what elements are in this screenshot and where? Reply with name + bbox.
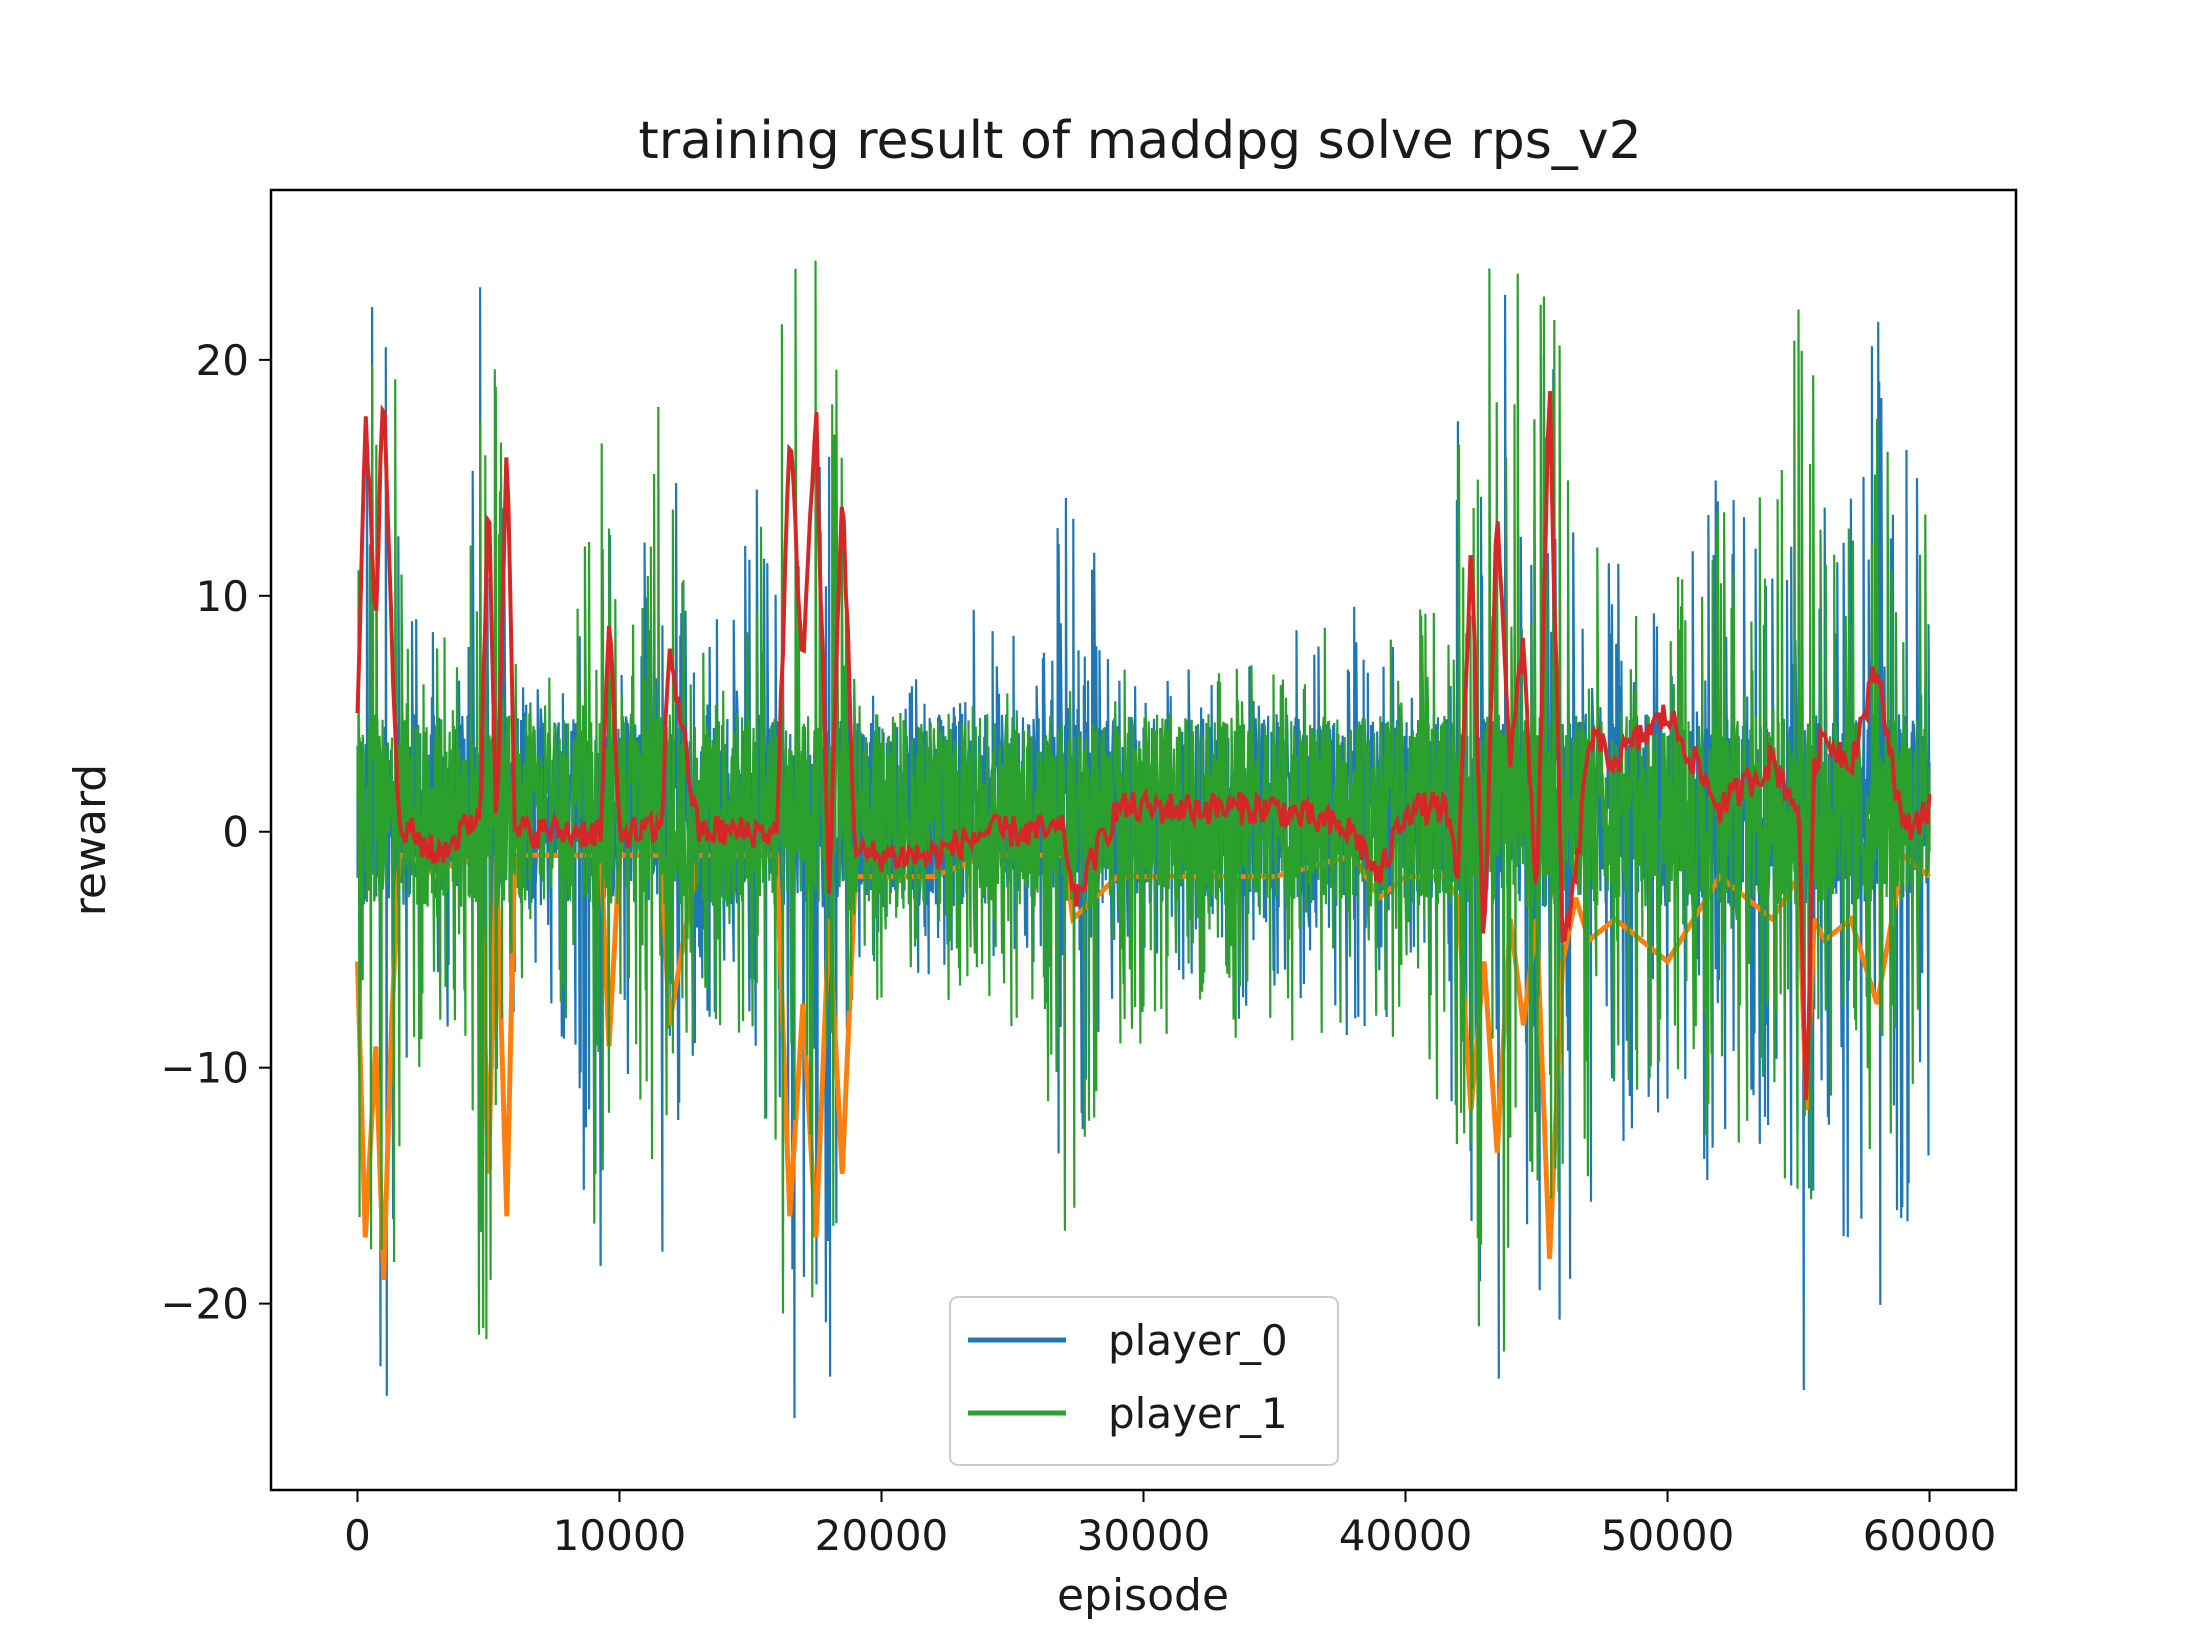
x-axis-label: episode: [1057, 1570, 1229, 1621]
series-layer: [355, 260, 1932, 1419]
series-line-player-1: [356, 260, 1931, 1352]
x-tick-label: 50000: [1601, 1511, 1735, 1560]
x-tick-label: 20000: [815, 1511, 949, 1560]
y-tick-label: 0: [222, 808, 249, 857]
legend-label-player-1: player_1: [1108, 1389, 1288, 1438]
x-axis: 0 10000 20000 30000 40000 50000 60000: [344, 1490, 1996, 1560]
y-tick-label: 20: [196, 336, 249, 385]
y-tick-label: −10: [160, 1044, 249, 1093]
y-axis: −20 −10 0 10 20: [160, 336, 271, 1329]
x-tick-label: 60000: [1863, 1511, 1997, 1560]
x-tick-label: 40000: [1339, 1511, 1473, 1560]
x-tick-label: 10000: [553, 1511, 687, 1560]
chart-title: training result of maddpg solve rps_v2: [638, 111, 1641, 171]
y-tick-label: −20: [160, 1280, 249, 1329]
legend-label-player-0: player_0: [1108, 1316, 1288, 1365]
series-line-smoothed-1: [355, 391, 1932, 1101]
legend: player_0 player_1: [949, 1296, 1339, 1466]
x-tick-label: 0: [344, 1511, 371, 1560]
y-axis-label: reward: [65, 764, 116, 916]
x-tick-label: 30000: [1077, 1511, 1211, 1560]
y-tick-label: 10: [196, 572, 249, 621]
